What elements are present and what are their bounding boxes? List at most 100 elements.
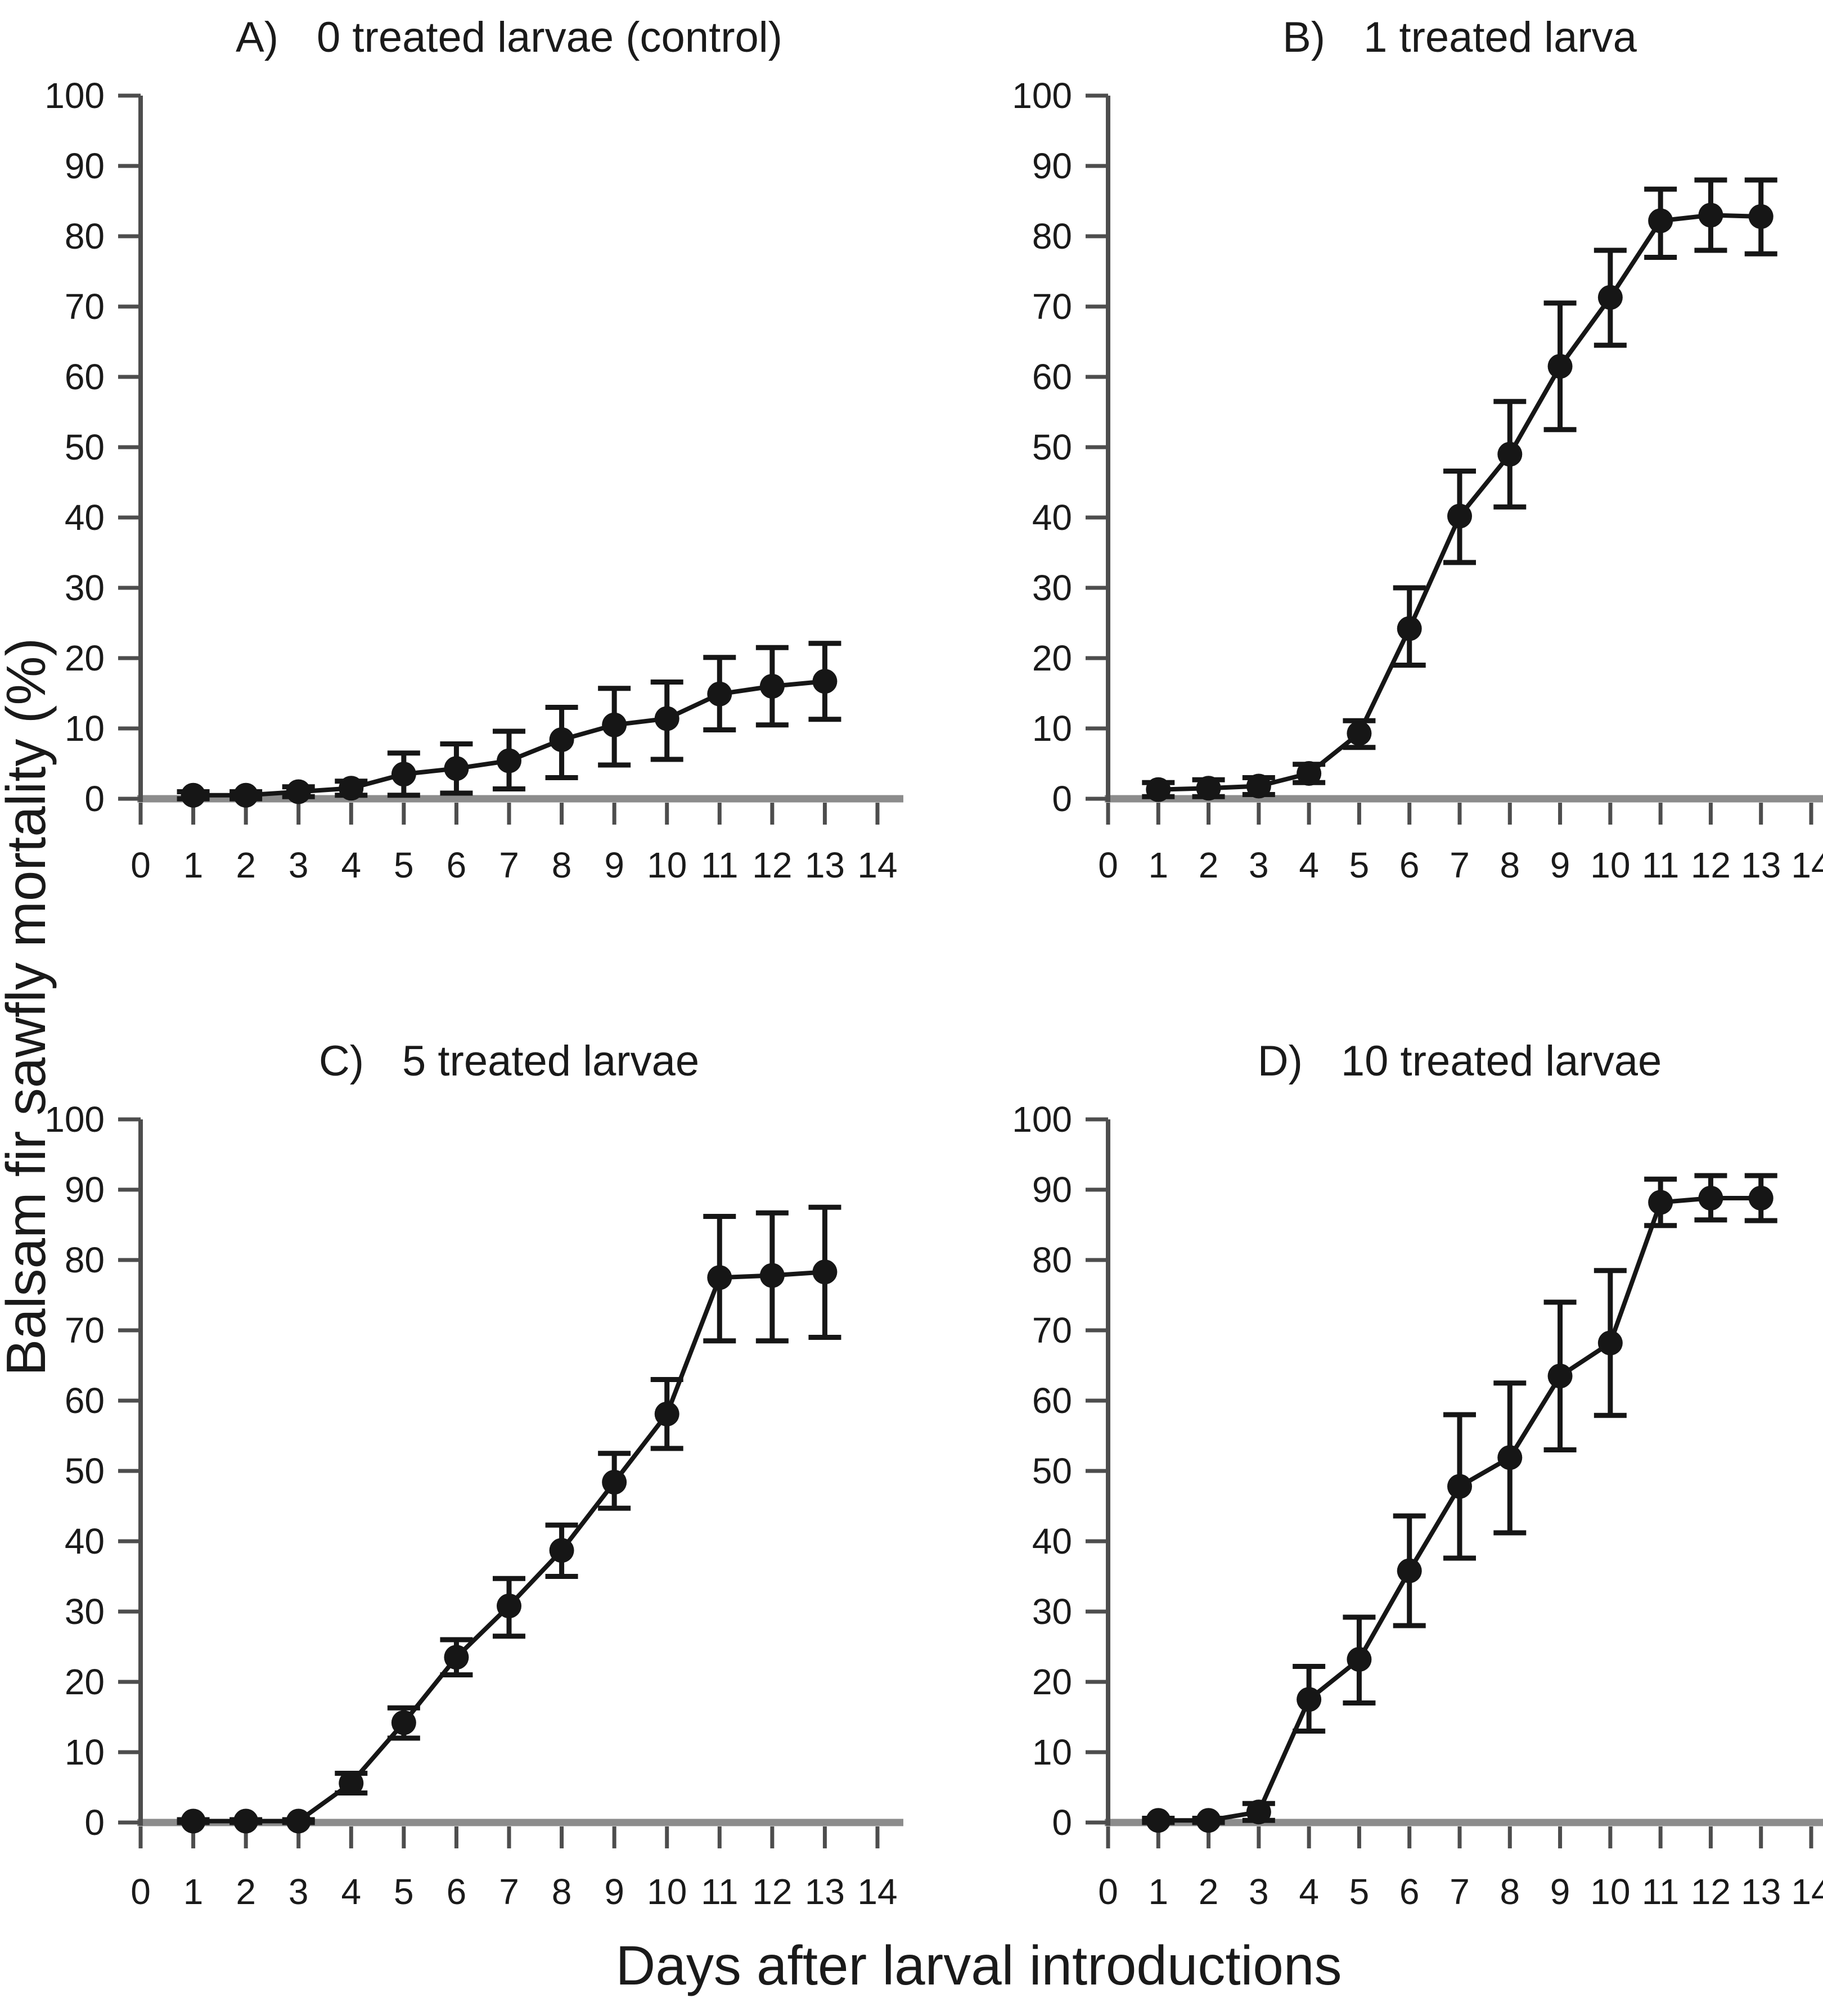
y-tick-label: 80 [65, 216, 105, 256]
data-point [1547, 1364, 1573, 1389]
data-point [497, 1594, 521, 1618]
y-tick-label: 90 [65, 1169, 105, 1210]
x-tick-label: 9 [604, 1871, 624, 1912]
data-point [759, 674, 785, 699]
y-tick-label: 50 [1032, 1451, 1072, 1491]
x-tick-label: 6 [1399, 845, 1420, 885]
y-tick-label: 90 [1032, 146, 1072, 186]
y-tick-label: 0 [84, 1802, 105, 1843]
x-tick-label: 6 [447, 845, 467, 885]
data-point [1297, 761, 1322, 786]
y-tick-label: 80 [65, 1240, 105, 1280]
data-point [1497, 442, 1523, 467]
y-tick-label: 80 [1032, 216, 1072, 256]
y-tick-label: 20 [65, 1662, 105, 1702]
x-tick-label: 5 [1349, 845, 1370, 885]
y-tick-label: 50 [1032, 427, 1072, 467]
data-point [1347, 721, 1372, 746]
data-point [391, 762, 416, 787]
data-point [1196, 1808, 1221, 1833]
x-tick-label: 12 [752, 845, 792, 885]
series-line [193, 1270, 825, 1824]
x-tick-label: 13 [1741, 845, 1781, 885]
x-tick-label: 10 [1590, 1871, 1630, 1912]
data-point [707, 1265, 732, 1290]
x-tick-label: 4 [341, 845, 361, 885]
x-tick-label: 2 [236, 845, 256, 885]
y-tick-label: 10 [1032, 1732, 1072, 1772]
data-point [1246, 773, 1271, 799]
y-tick-label: 0 [1052, 1802, 1072, 1843]
x-tick-label: 7 [1450, 845, 1470, 885]
y-axis-label: Balsam fir sawfly mortality (%) [0, 638, 57, 1376]
data-point [1597, 285, 1623, 310]
x-tick-label: 8 [552, 845, 572, 885]
x-tick-label: 14 [857, 845, 897, 885]
data-point [497, 748, 521, 773]
data-point [444, 1645, 469, 1670]
data-point [1397, 616, 1422, 641]
y-tick-label: 30 [65, 1591, 105, 1632]
data-point [707, 681, 732, 706]
x-tick-label: 7 [499, 1871, 519, 1912]
y-tick-label: 60 [1032, 357, 1072, 397]
data-point [1347, 1647, 1372, 1672]
x-tick-label: 11 [701, 1871, 738, 1912]
panel-a-title: A) 0 treated larvae (control) [236, 14, 782, 61]
y-tick-label: 60 [65, 1380, 105, 1421]
data-point [1748, 1186, 1774, 1210]
x-tick-label: 9 [604, 845, 624, 885]
y-tick-label: 30 [1032, 1591, 1072, 1632]
x-tick-label: 8 [1500, 845, 1520, 885]
data-point [1246, 1799, 1271, 1825]
x-tick-label: 5 [394, 1871, 414, 1912]
y-tick-label: 40 [65, 497, 105, 538]
data-point [233, 782, 259, 808]
data-point [1447, 1474, 1472, 1499]
y-tick-label: 90 [1032, 1169, 1072, 1210]
x-tick-label: 3 [289, 1871, 309, 1912]
panel-d-letter: D) [1258, 1037, 1303, 1085]
x-tick-label: 4 [1299, 1871, 1319, 1912]
panel-b-letter: B) [1282, 14, 1325, 61]
y-tick-label: 70 [65, 1310, 105, 1351]
data-point [812, 1259, 838, 1285]
y-tick-label: 100 [1012, 75, 1072, 116]
data-point [1196, 776, 1221, 801]
y-tick-label: 60 [65, 357, 105, 397]
x-tick-label: 14 [1791, 845, 1823, 885]
data-point [1698, 1186, 1723, 1210]
data-point [549, 1538, 574, 1563]
x-tick-label: 12 [1691, 1871, 1731, 1912]
x-tick-label: 11 [701, 845, 738, 885]
panel-a-title-text: 0 treated larvae (control) [317, 14, 782, 61]
data-point [1146, 777, 1171, 802]
data-point [812, 669, 838, 694]
panel-c-title: C) 5 treated larvae [319, 1037, 699, 1085]
data-point [1146, 1808, 1171, 1833]
y-tick-label: 70 [1032, 1310, 1072, 1351]
x-tick-label: 2 [1199, 1871, 1219, 1912]
y-tick-label: 20 [1032, 1662, 1072, 1702]
data-point [1648, 1190, 1673, 1215]
y-tick-label: 70 [1032, 286, 1072, 327]
x-tick-label: 11 [1642, 845, 1679, 885]
panel-d-title-text: 10 treated larvae [1341, 1037, 1662, 1085]
data-point [181, 1808, 206, 1834]
data-point [286, 1808, 311, 1834]
data-point [759, 1263, 785, 1288]
y-tick-label: 40 [1032, 1521, 1072, 1562]
x-tick-label: 7 [1450, 1871, 1470, 1912]
x-tick-label: 3 [289, 845, 309, 885]
y-tick-label: 50 [65, 1451, 105, 1491]
data-point [444, 756, 469, 781]
x-tick-label: 2 [236, 1871, 256, 1912]
x-tick-label: 14 [1791, 1871, 1823, 1912]
y-tick-label: 20 [1032, 638, 1072, 678]
data-point [391, 1710, 416, 1735]
y-tick-label: 100 [44, 75, 105, 116]
x-tick-label: 5 [1349, 1871, 1370, 1912]
